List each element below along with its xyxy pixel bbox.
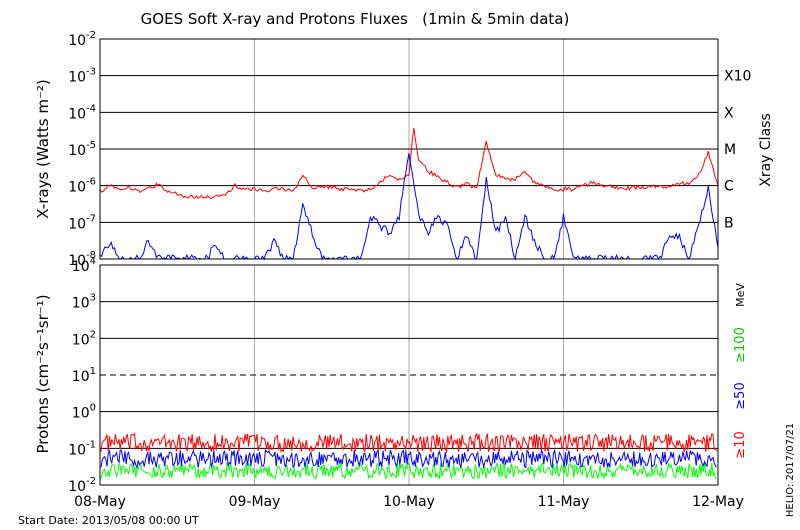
xray-y-tick-label: 10-2 <box>68 30 96 49</box>
proton-series <box>100 432 718 480</box>
x-tick-label: 08-May <box>74 494 126 510</box>
protons-panel: 10-2 10-1 100 101 102 103 104 Protons (cm⁻²s⁻¹… <box>34 256 748 495</box>
x-tick-label: 10-May <box>383 494 435 510</box>
x-tick-label: 09-May <box>229 494 281 510</box>
xray-y-tick-label: 10-3 <box>68 67 96 86</box>
proton-series-line <box>100 448 717 470</box>
xray-y-tick-label: 10-4 <box>68 103 96 122</box>
proton-grid <box>100 265 718 485</box>
xray-class-label: C <box>724 179 734 195</box>
proton-y-tick-label: 101 <box>72 366 96 385</box>
start-date: Start Date: 2013/05/08 00:00 UT <box>18 514 199 527</box>
xray-y-tick-label: 10-7 <box>68 213 96 232</box>
xray-class-axis-label: Xray Class <box>758 113 774 187</box>
proton-series-line <box>100 461 717 480</box>
proton-y-tick-label: 102 <box>72 329 96 348</box>
mev-label: MeV <box>734 283 747 307</box>
xray-frame <box>99 38 719 260</box>
xray-class-label: M <box>724 142 736 158</box>
xray-class-label: X <box>724 105 734 121</box>
xray-class-label: X10 <box>724 69 751 85</box>
legend-50mev: ≥50 <box>733 382 748 409</box>
proton-y-tick-label: 100 <box>72 403 96 422</box>
xray-y-tick-label: 10-6 <box>68 177 96 196</box>
xray-class-label: B <box>724 215 734 231</box>
proton-series-line <box>100 432 718 454</box>
proton-y-tick-label: 10-1 <box>68 439 96 458</box>
legend-100mev: ≥100 <box>733 327 748 363</box>
proton-frame <box>99 264 719 486</box>
proton-y-axis-label: Protons (cm⁻²s⁻¹sr⁻¹) <box>34 294 52 453</box>
x-tick-label: 11-May <box>538 494 590 510</box>
credit-label: HELIO: 2017/07/21 <box>785 423 796 517</box>
x-tick-labels: 08-May 09-May 10-May 11-May 12-May <box>74 494 744 510</box>
xray-y-axis-label: X-rays (Watts m⁻²) <box>34 79 52 218</box>
x-tick-label: 12-May <box>692 494 744 510</box>
legend-10mev: ≥10 <box>733 431 748 458</box>
xray-grid <box>100 39 718 259</box>
xray-y-tick-labels: 10-810-710-610-510-410-310-2 <box>68 30 96 269</box>
proton-y-tick-labels: 10-2 10-1 100 101 102 103 104 <box>68 256 96 495</box>
xray-class-labels: B C M X X10 <box>724 69 751 232</box>
chart-title: GOES Soft X-ray and Protons Fluxes (1min… <box>141 10 570 28</box>
proton-y-tick-label: 103 <box>72 293 96 312</box>
proton-y-tick-label: 10-2 <box>68 476 96 495</box>
proton-y-tick-label: 104 <box>72 256 96 275</box>
xray-y-tick-label: 10-5 <box>68 140 96 159</box>
xray-long-series <box>99 127 719 200</box>
